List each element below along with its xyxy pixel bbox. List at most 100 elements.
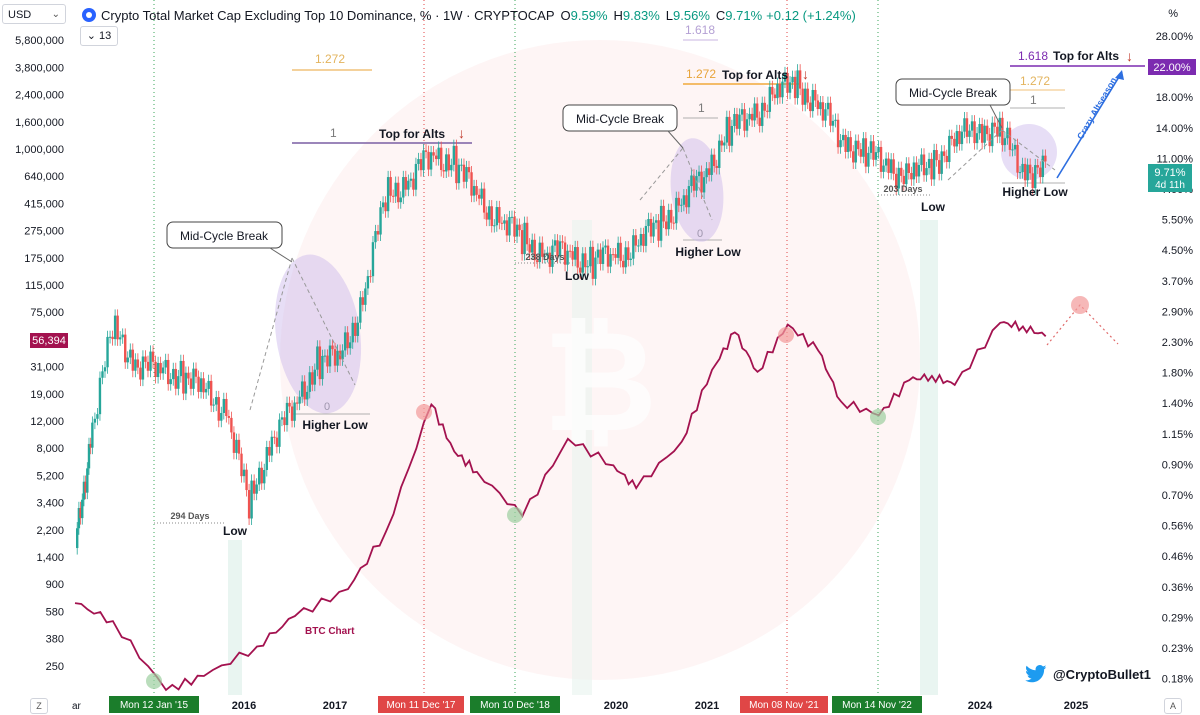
svg-text:↓: ↓ (1126, 48, 1133, 64)
candle-body (235, 439, 238, 453)
top-for-alts-label-3: Top for Alts (1053, 49, 1119, 63)
time-highlight-label: Mon 12 Jan '15 (120, 700, 189, 711)
candle-body (189, 378, 193, 389)
candle-body (917, 164, 921, 177)
candle-body (359, 297, 362, 323)
candle-body (477, 194, 481, 199)
candle-body (343, 332, 347, 351)
indicator-toggle[interactable]: ⌄ 13 (80, 26, 118, 46)
candle-body (680, 204, 683, 206)
candle-body (955, 131, 959, 147)
time-year-label: 2017 (323, 700, 347, 712)
candle-body (1028, 164, 1032, 174)
candle-body (766, 110, 769, 112)
author-handle: @CryptoBullet1 (1025, 665, 1151, 683)
candle-body (922, 154, 926, 176)
candle-body (905, 163, 908, 185)
candle-body (864, 138, 868, 167)
candle-body (96, 414, 99, 419)
candle-body (1044, 155, 1047, 162)
top-for-alts-label-1: Top for Alts (379, 127, 445, 141)
right-tick-label: 2.90% (1162, 306, 1193, 318)
candle-body (953, 138, 956, 147)
last-price-label: 9.71% (1154, 167, 1185, 179)
candle-body (548, 252, 552, 267)
zoom-button[interactable]: Z (30, 698, 48, 714)
ohlc-o-label: O (560, 7, 571, 23)
fib-1272-label-a: 1.272 (315, 52, 345, 66)
candle-body (424, 150, 428, 152)
right-tick-label: 0.90% (1162, 459, 1193, 471)
candle-body (563, 242, 567, 265)
candle-body (546, 252, 549, 256)
candle-body (758, 117, 761, 126)
left-tick-label: 580 (46, 606, 64, 618)
candle-body (154, 361, 157, 378)
candle-body (278, 419, 281, 447)
right-tick-label: 0.23% (1162, 643, 1193, 655)
candle-body (101, 371, 104, 378)
time-axis[interactable]: ar 2016 2017 2020 2021 2024 2025 Mon 12 Jan '15… (72, 696, 1088, 713)
candle-body (452, 145, 456, 165)
candle-body (288, 402, 291, 407)
candle-body (804, 88, 807, 105)
candle-body (629, 258, 632, 260)
candle-body (1016, 144, 1019, 173)
candle-body (409, 178, 413, 181)
candle-body (523, 222, 526, 255)
right-tick-label: 0.29% (1162, 612, 1193, 624)
candle-body (488, 206, 491, 220)
candle-body (89, 443, 92, 448)
candle-body (675, 197, 678, 224)
candle-body (816, 100, 820, 110)
candle-body (455, 145, 458, 184)
candle-body (386, 177, 390, 212)
candle-body (1003, 138, 1007, 146)
candle-body (869, 141, 873, 153)
candle-body (900, 167, 903, 176)
candle-body (705, 168, 708, 178)
candle-body (202, 378, 205, 393)
candle-body (457, 164, 461, 184)
candle-body (300, 381, 304, 397)
candle-body (728, 116, 731, 146)
candle-body (996, 126, 999, 137)
candle-body (604, 245, 607, 248)
candle-body (427, 151, 430, 170)
left-price-axis[interactable]: 9,800,0005,800,0003,800,0002,400,0001,60… (15, 8, 64, 673)
candle-body (573, 247, 577, 260)
candle-body (475, 186, 478, 195)
candle-body (129, 349, 132, 358)
channel-lines (249, 129, 1056, 411)
candle-body (290, 406, 294, 421)
svg-text:↓: ↓ (458, 125, 465, 141)
candle-body (356, 322, 359, 336)
candle-body (293, 402, 296, 421)
higher-low-label-3: Higher Low (1002, 185, 1068, 199)
candle-body (852, 151, 855, 163)
candle-body (720, 140, 723, 146)
candle-body (333, 349, 337, 366)
candle-body (212, 404, 215, 406)
candle-body (465, 167, 468, 182)
auto-scale-button[interactable]: A (1164, 698, 1182, 714)
candle-body (697, 171, 701, 177)
candle-body (579, 267, 582, 273)
candle-body (417, 159, 420, 164)
candle-body (255, 484, 258, 494)
candle-body (753, 103, 756, 121)
candle-body (121, 334, 124, 338)
candle-body (106, 336, 109, 368)
days-label-1: 294 Days (170, 511, 209, 521)
candle-body (217, 397, 220, 421)
candle-body (295, 402, 299, 404)
candle-body (1036, 165, 1039, 168)
candle-body (541, 242, 544, 257)
candle-body (470, 172, 473, 196)
time-year-label: 2016 (232, 700, 256, 712)
right-percent-axis[interactable]: 28.00%22.00%18.00%14.00%11.00%7.00%5.50%… (1156, 31, 1194, 686)
low-label-1: Low (223, 524, 248, 538)
candle-body (611, 254, 615, 256)
currency-selector[interactable]: USD ⌄ (2, 4, 66, 24)
